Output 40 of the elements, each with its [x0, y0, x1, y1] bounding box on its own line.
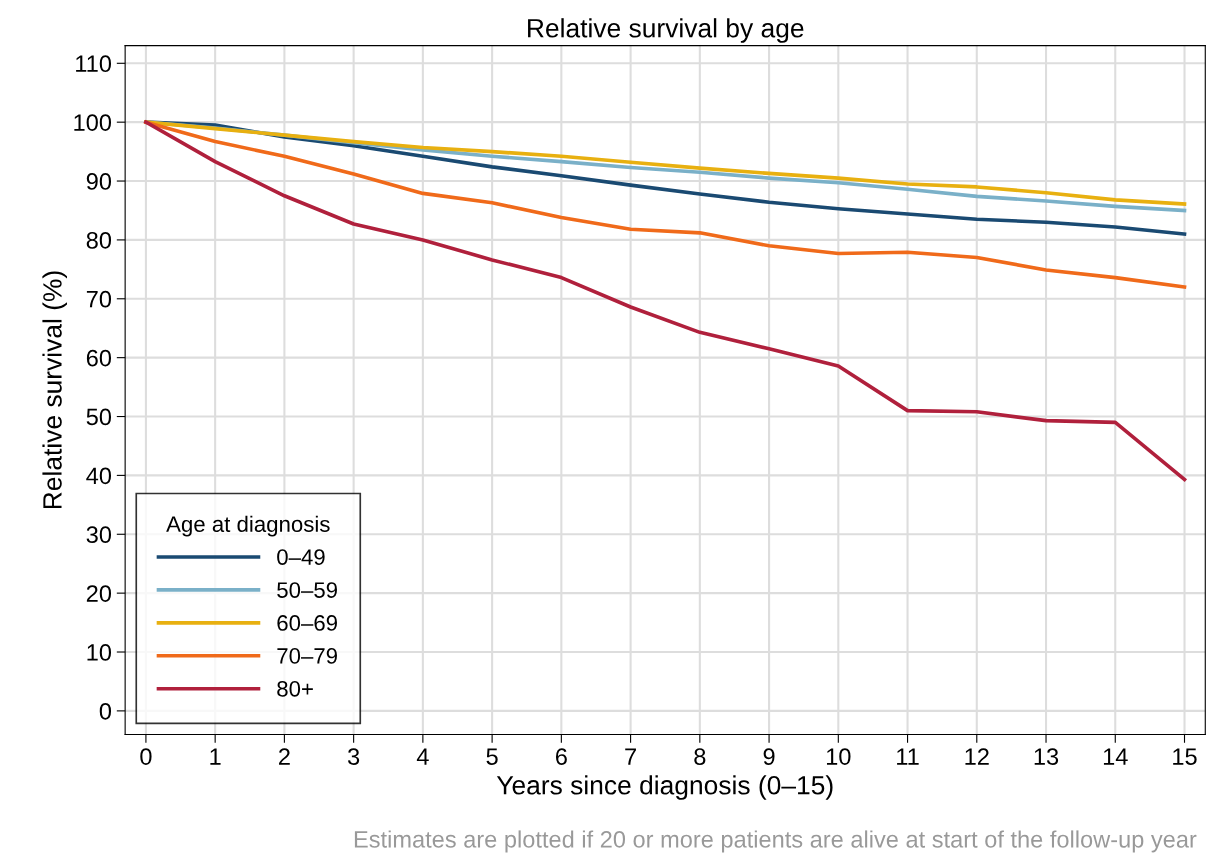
y-tick-label: 10	[87, 644, 112, 661]
x-tick-label: 10	[826, 748, 851, 765]
x-axis-title: Years since diagnosis (0–15)	[496, 775, 833, 800]
y-tick-label: 90	[86, 173, 112, 190]
x-tick-label: 1	[210, 748, 221, 765]
text: Estimates are plotted if 20 or more patients are alive at start of the follow-up year	[354, 830, 1197, 853]
y-tick-label: 0	[99, 702, 112, 720]
legend-label: 0–49	[277, 549, 325, 565]
y-tick-label: 110	[76, 55, 112, 73]
line-series	[144, 120, 1187, 482]
x-tick-label: 6	[555, 748, 567, 765]
legend-label: 50–59	[277, 582, 337, 598]
x-tick-label: 12	[965, 748, 989, 765]
y-tick-label: 20	[86, 585, 112, 602]
y-tick-label: 60	[86, 349, 112, 367]
y-axis-title: Relative survival (%)	[42, 271, 67, 509]
x-tick-label: 7	[625, 748, 636, 765]
y-tick-label: 30	[86, 526, 112, 544]
x-tick-label: 0	[140, 748, 152, 765]
x-tick-label: 14	[1103, 748, 1128, 765]
legend-label: 70–79	[277, 648, 337, 664]
x-tick-label: 11	[897, 748, 919, 765]
legend-label: 80+	[277, 680, 313, 697]
x-tick-label: 13	[1034, 748, 1059, 765]
chart-title: Relative survival by age	[528, 18, 804, 43]
legend-title: Age at diagnosis	[166, 515, 330, 537]
line-series	[144, 120, 1187, 289]
legend-label: 60–69	[277, 615, 337, 631]
x-tick-label: 5	[486, 748, 498, 765]
y-tick-label: 80	[86, 231, 112, 249]
x-tick-label: 3	[347, 748, 360, 765]
y-tick-label: 40	[86, 467, 112, 485]
y-tick-label: 100	[74, 114, 112, 131]
x-tick-label: 9	[763, 748, 775, 765]
y-tick-label: 70	[86, 290, 112, 308]
x-tick-label: 2	[279, 748, 290, 765]
y-tick-label: 50	[86, 408, 112, 426]
x-tick-label: 8	[694, 748, 706, 765]
x-tick-label: 4	[416, 748, 429, 765]
x-tick-label: 15	[1173, 748, 1197, 765]
